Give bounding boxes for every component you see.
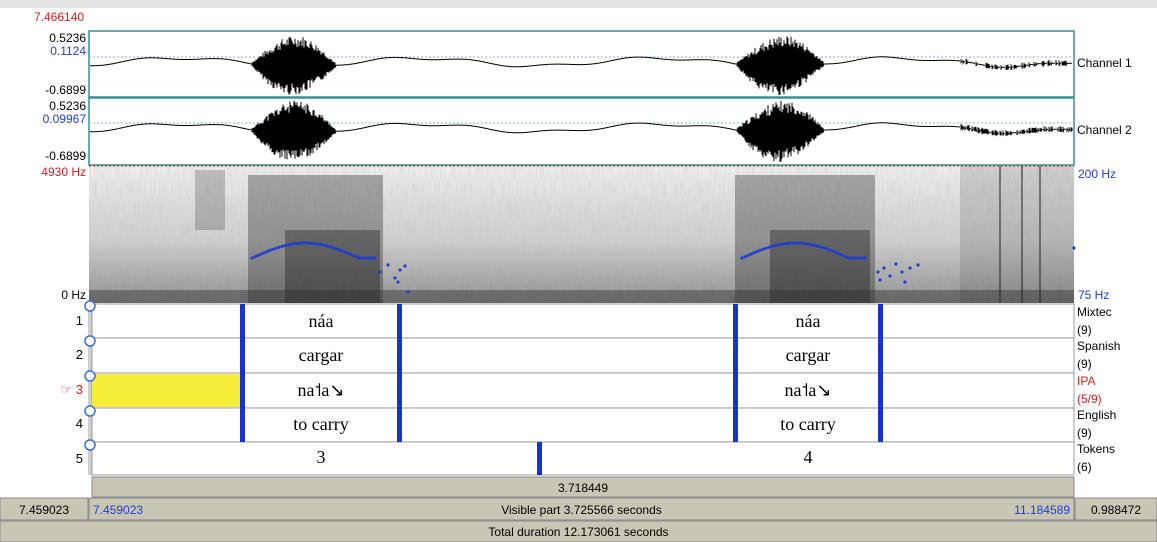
pointing-hand-icon: ☞ <box>60 382 73 397</box>
tier-4-name[interactable]: English <box>1077 408 1117 422</box>
tier-5-number[interactable]: 5 <box>75 451 83 466</box>
tier-1-interval-text[interactable]: náa <box>795 311 821 331</box>
tier-2-interval-text[interactable]: cargar <box>298 345 344 365</box>
visible-part: Visible part 3.725566 seconds <box>501 503 662 517</box>
tier-5-name[interactable]: Tokens <box>1077 442 1116 456</box>
selection-duration: 3.718449 <box>557 481 609 495</box>
pitch-contour <box>250 241 1076 294</box>
tier-3-interval-text[interactable]: na˦a↘ <box>297 380 345 400</box>
selected-interval[interactable] <box>92 374 241 407</box>
tier-3-count: (5/9) <box>1077 392 1102 406</box>
channel-1-min: -0.6899 <box>45 83 86 97</box>
interval-boundaries[interactable] <box>240 304 883 475</box>
total-duration: Total duration 12.173061 seconds <box>488 525 669 539</box>
cursor-time: 7.466140 <box>34 10 85 24</box>
tier-5-interval-text[interactable]: 4 <box>803 447 813 467</box>
channel-2-waveform <box>90 100 1073 162</box>
spectrogram-min-frequency: 0 Hz <box>61 288 86 302</box>
tier-2-name[interactable]: Spanish <box>1077 339 1121 353</box>
pitch-max: 200 Hz <box>1078 167 1117 181</box>
tier-4-interval-text[interactable]: to carry <box>293 414 349 434</box>
channel-1-cursor-value: 0.1124 <box>50 44 86 58</box>
channel-2-panel[interactable] <box>88 97 1075 166</box>
visible-part-bar[interactable] <box>88 497 1075 521</box>
visible-end-time: 11.184589 <box>1014 503 1070 517</box>
total-duration-bar[interactable] <box>0 520 1157 542</box>
visible-start-time: 7.459023 <box>93 503 144 517</box>
pitch-min: 75 Hz <box>1078 288 1110 302</box>
channel-1-max: 0.5236 <box>49 31 86 45</box>
tier-3-number[interactable]: ☞ 3 <box>60 382 83 397</box>
tier-4-count: (9) <box>1077 426 1092 440</box>
textgrid-tiers[interactable] <box>91 303 1075 476</box>
channel-2-max: 0.5236 <box>49 99 86 113</box>
tier-2-number[interactable]: 2 <box>75 347 83 362</box>
spectrogram-max-frequency: 4930 Hz <box>41 165 86 179</box>
tier-1-count: (9) <box>1077 323 1092 337</box>
channel-2-cursor-value: 0.09967 <box>42 112 86 126</box>
right-time: 0.988472 <box>1090 503 1142 517</box>
tier-3-interval-text[interactable]: na˦a↘ <box>784 380 832 400</box>
tier-1-interval-text[interactable]: náa <box>308 311 334 331</box>
tier-2-interval-text[interactable]: cargar <box>785 345 831 365</box>
channel-1-name: Channel 1 <box>1077 56 1132 70</box>
spectrogram[interactable] <box>89 165 1074 303</box>
channel-2-min: -0.6899 <box>45 149 86 163</box>
tier-5-count: (6) <box>1077 460 1092 474</box>
tier-2-count: (9) <box>1077 357 1092 371</box>
tier-4-number[interactable]: 4 <box>75 416 83 431</box>
selection-duration-bar[interactable] <box>91 476 1075 498</box>
channel-1-waveform <box>90 36 1072 95</box>
channel-1-panel[interactable] <box>88 30 1075 98</box>
tier-1-number[interactable]: 1 <box>75 313 83 328</box>
tier-1-name[interactable]: Mixtec <box>1077 305 1112 319</box>
tier-5-interval-text[interactable]: 3 <box>316 447 326 467</box>
tier-3-name[interactable]: IPA <box>1077 374 1096 388</box>
left-time: 7.459023 <box>18 503 70 517</box>
tier-4-interval-text[interactable]: to carry <box>780 414 836 434</box>
channel-2-name: Channel 2 <box>1077 123 1132 137</box>
